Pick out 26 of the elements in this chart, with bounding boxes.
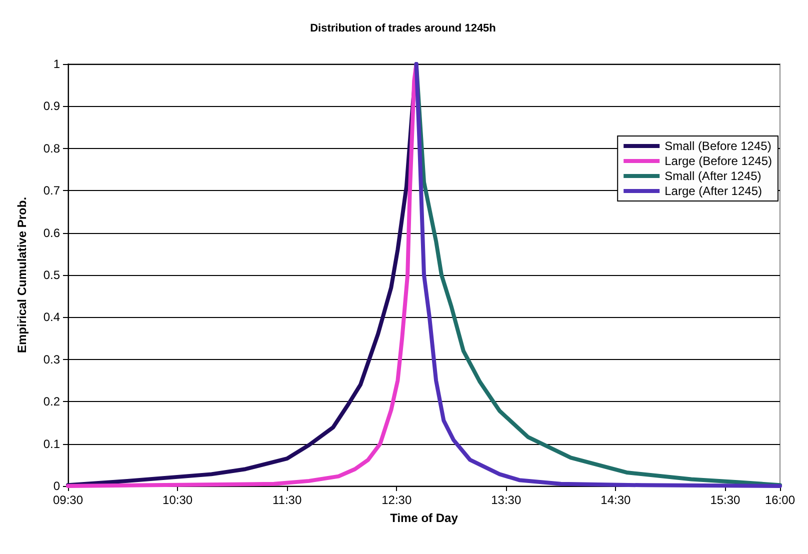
x-tick-label: 09:30 (52, 493, 84, 507)
y-tick-label: 0.1 (43, 436, 60, 451)
x-tick-label: 10:30 (162, 493, 193, 507)
y-tick-label: 0.8 (43, 141, 60, 156)
y-tick-label: 0.7 (43, 184, 60, 198)
legend-label: Small (After 1245) (664, 169, 762, 183)
legend-label: Small (Before 1245) (664, 139, 772, 153)
legend-label: Large (After 1245) (664, 184, 762, 198)
x-tick-label: 15:30 (710, 493, 741, 507)
x-axis-title: Time of Day (390, 511, 458, 525)
y-tick-label: 0.6 (43, 226, 60, 240)
x-tick-label: 13:30 (491, 493, 522, 507)
y-tick-label: 1 (53, 57, 60, 71)
x-tick-label: 14:30 (600, 493, 632, 507)
y-tick-label: 0.9 (43, 99, 60, 114)
legend-label: Large (Before 1245) (664, 154, 772, 168)
x-tick-label: 12:30 (382, 493, 412, 507)
y-axis-title: Empirical Cumulative Prob. (15, 196, 29, 354)
x-tick-label: 11:30 (272, 493, 302, 507)
x-tick-label: 16:00 (764, 493, 796, 507)
y-tick-label: 0 (53, 479, 60, 493)
y-tick-label: 0.5 (43, 268, 60, 282)
chart-title: Distribution of trades around 1245h (310, 22, 496, 34)
y-tick-label: 0.4 (43, 310, 60, 324)
y-tick-label: 0.3 (43, 352, 60, 366)
y-tick-label: 0.2 (43, 394, 60, 409)
